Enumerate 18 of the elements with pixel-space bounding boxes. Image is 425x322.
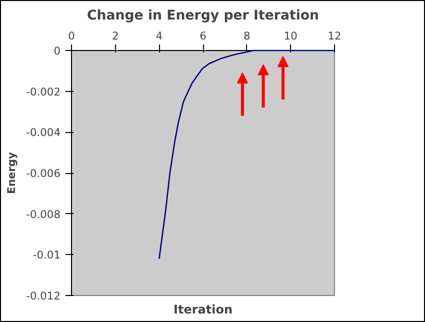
y-tick-label: -0.012 [26,290,61,302]
x-tick-label: 0 [68,30,76,42]
x-tick-label: 2 [112,30,119,42]
y-tick-label: -0.008 [26,208,61,221]
x-axis-title: Iteration [174,302,233,316]
x-tick-label: 8 [243,30,250,42]
y-tick-label: -0.002 [26,85,61,98]
x-tick-label: 4 [156,30,163,42]
y-tick-label: 0 [54,44,61,58]
chart-title: Change in Energy per Iteration [86,8,320,24]
y-tick-label: -0.006 [26,167,61,180]
x-tick-label: 12 [328,30,342,42]
y-tick-label: -0.004 [26,126,61,140]
y-tick-label: -0.01 [32,248,61,262]
line-series [158,50,336,260]
x-tick-label: 6 [200,30,207,42]
y-axis-title: Energy [5,152,18,194]
x-tick-label: 10 [284,30,298,42]
